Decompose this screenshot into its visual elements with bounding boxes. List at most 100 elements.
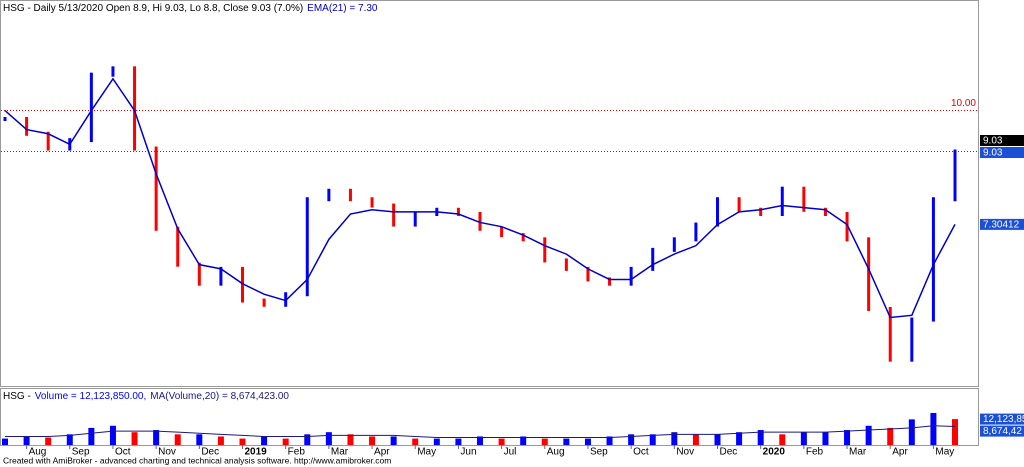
- footer: Created with AmiBroker - advanced charti…: [3, 455, 391, 465]
- volume-bar: [757, 430, 764, 445]
- volume-bar: [88, 427, 95, 445]
- x-tick-label: Nov: [158, 447, 176, 458]
- volume-bar: [584, 438, 591, 445]
- volume-bar: [239, 438, 246, 445]
- price-bar: [931, 197, 935, 322]
- price-bar: [953, 149, 957, 202]
- volume-bar: [477, 436, 483, 445]
- x-tick-label: Jun: [460, 447, 476, 458]
- price-bar: [543, 237, 547, 263]
- price-bar: [608, 277, 612, 286]
- volume-bar: [282, 438, 289, 445]
- volume-bar: [736, 432, 743, 445]
- price-bar: [111, 66, 115, 77]
- price-bar: [888, 307, 892, 362]
- price-label: 7.30412: [983, 220, 1020, 231]
- x-tick-label: Apr: [892, 447, 908, 458]
- price-bar: [25, 117, 29, 136]
- price-bar: [241, 266, 244, 303]
- volume-bar: [455, 438, 462, 445]
- price-label-box: [980, 135, 1024, 147]
- x-tick-label: Dec: [201, 447, 219, 458]
- price-bar: [564, 258, 568, 271]
- x-tick-label: Dec: [720, 447, 738, 458]
- price-bar: [629, 266, 633, 286]
- x-tick-label: Apr: [374, 447, 390, 458]
- price-bar: [478, 212, 482, 231]
- volume-bar: [66, 434, 73, 445]
- volume-bar: [865, 425, 872, 445]
- x-tick-label: Jul: [504, 447, 517, 458]
- volume-bar: [217, 436, 224, 445]
- price-bar: [672, 237, 676, 252]
- price-label: 8,674,42: [983, 426, 1022, 437]
- volume-bar: [671, 432, 678, 445]
- volume-bar: [930, 412, 937, 445]
- volume-bar: [261, 436, 268, 445]
- price-bar: [370, 197, 374, 208]
- volume-bar: [800, 432, 807, 445]
- volume-bar: [196, 434, 203, 445]
- volume-bar: [563, 438, 570, 445]
- price-bar: [392, 203, 396, 227]
- price-bar: [716, 197, 719, 227]
- volume-bar: [628, 434, 635, 445]
- x-tick-label: Sep: [72, 447, 90, 458]
- x-tick-label: Nov: [676, 447, 694, 458]
- x-tick-label: Mar: [331, 447, 349, 458]
- volume-bar: [714, 434, 721, 445]
- price-label: 9.03: [983, 148, 1003, 159]
- price-bar: [89, 72, 93, 143]
- price-bar: [133, 66, 137, 151]
- price-bar: [348, 188, 352, 202]
- price-bar: [197, 262, 201, 286]
- volume-bar: [325, 432, 332, 445]
- price-pane-frame: [0, 0, 979, 387]
- volume-bar: [131, 432, 138, 445]
- volume-bar: [887, 427, 894, 445]
- volume-legend: Volume = 12,123,850.00,: [35, 391, 146, 402]
- ema-line: [4, 77, 956, 319]
- x-tick-label: Feb: [288, 447, 306, 458]
- x-tick-label: May: [935, 447, 954, 458]
- price-label-box: [980, 147, 1024, 159]
- volume-bar: [45, 437, 52, 445]
- x-tick-label: Aug: [547, 447, 565, 458]
- volume-bar: [2, 438, 8, 445]
- price-bar: [867, 237, 871, 311]
- volume-bar: [174, 434, 181, 445]
- x-tick-label: Aug: [29, 447, 47, 458]
- price-bar: [780, 186, 784, 216]
- volume-bar: [541, 438, 548, 445]
- volume-bar: [23, 436, 30, 445]
- price-bar: [910, 317, 914, 362]
- price-bar: [413, 212, 417, 227]
- volume-bar: [433, 438, 440, 445]
- x-tick-label: Feb: [806, 447, 824, 458]
- volume-bar: [520, 436, 527, 445]
- price-bar: [176, 226, 180, 267]
- price-label-box: [980, 425, 1024, 437]
- price-bar: [586, 266, 590, 282]
- x-tick-label: Mar: [849, 447, 867, 458]
- price-bar: [262, 298, 266, 307]
- volume-bar: [390, 436, 397, 445]
- price-bar: [823, 207, 827, 216]
- price-bar: [284, 292, 288, 307]
- price-bar: [219, 266, 223, 286]
- price-bar: [694, 222, 698, 242]
- price-bar: [305, 197, 309, 297]
- volume-bar: [153, 430, 160, 445]
- volume-bar: [412, 438, 419, 445]
- x-tick-label: Oct: [115, 447, 131, 458]
- volume-bar: [908, 419, 915, 445]
- price-bar: [651, 247, 655, 271]
- volume-bar: [606, 436, 613, 445]
- volume-bar: [779, 434, 786, 445]
- price-bar: [759, 207, 763, 216]
- price-bar: [802, 186, 806, 212]
- volume-bar: [952, 419, 958, 445]
- price-header: HSG - Daily 5/13/2020 Open 8.9, Hi 9.03,…: [3, 3, 378, 14]
